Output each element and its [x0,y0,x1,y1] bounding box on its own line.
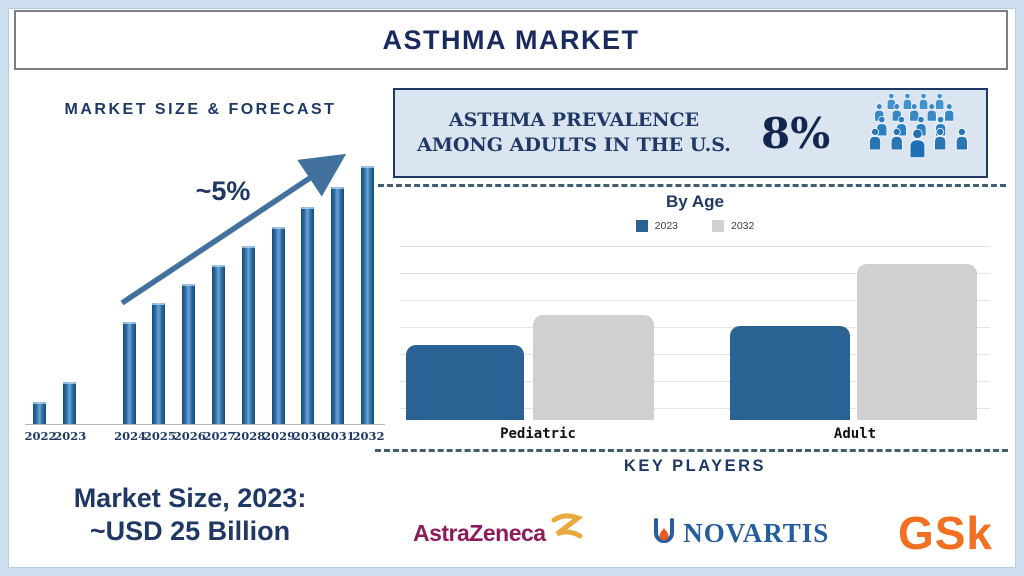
forecast-bar-2022 [33,402,46,424]
title-banner: ASTHMA MARKET [14,10,1008,70]
year-tick-label: 2024 [114,429,147,443]
footnote-line-1: Market Size, 2023: [73,483,307,513]
x-axis-line [25,424,385,425]
forecast-bar-2024 [122,322,136,424]
dashed-divider-bottom [375,449,1008,452]
novartis-wordmark: NOVARTIS [683,517,830,548]
gsk-wordmark: GSk [897,507,993,559]
gridline [400,408,990,409]
by-age-chart [400,240,990,420]
category-label-adult: Adult [833,426,877,442]
year-tick-label: 2028 [233,429,266,443]
novartis-logo: NOVARTIS [651,516,829,550]
forecast-bar-2023 [62,381,76,424]
legend-item-2032: 2032 [712,220,754,232]
year-tick-label: 2031 [322,429,355,443]
key-players-logos: AstraZeneca NOVARTIS GSk [403,500,1003,566]
prevalence-heading: ASTHMA PREVALENCE AMONG ADULTS IN THE U.… [417,109,731,156]
category-label-pediatric: Pediatric [500,426,576,442]
astrazeneca-logo: AstraZeneca [413,513,583,550]
astrazeneca-molecule-icon [551,513,583,539]
forecast-bar-2027 [212,265,225,424]
year-tick-label: 2029 [263,429,296,443]
gridline [400,246,990,247]
byage-bar-pediatric-2032 [533,315,654,420]
byage-bar-pediatric-2023 [406,345,524,420]
year-tick-label: 2026 [173,429,206,443]
gridline [400,300,990,301]
legend-label-2032: 2032 [731,220,755,232]
forecast-bar-2028 [241,245,255,424]
forecast-bar-2029 [271,226,285,424]
forecast-bar-2031 [331,186,345,424]
footnote-line-2: ~USD 25 Billion [89,515,291,546]
dashed-divider-top [378,184,1006,187]
year-tick-label: 2030 [292,429,325,443]
year-tick-label: 2032 [352,429,385,443]
legend-label-2023: 2023 [654,220,678,232]
prevalence-callout: ASTHMA PREVALENCE AMONG ADULTS IN THE U.… [393,88,988,178]
gridline [400,327,990,328]
forecast-bar-2032 [361,166,374,424]
market-chart-title: MARKET SIZE & FORECAST [64,101,337,118]
legend-swatch-2023 [635,220,648,232]
forecast-bar-2026 [182,283,196,424]
legend-item-2023: 2023 [635,220,678,232]
key-players-heading: KEY PLAYERS [623,457,767,475]
market-size-footnote: Market Size, 2023: ~USD 25 Billion [25,482,355,548]
growth-rate-label: ~5% [195,176,251,206]
forecast-bar-2025 [152,303,166,424]
astrazeneca-wordmark: AstraZeneca [413,519,546,546]
novartis-flame-icon [654,518,675,543]
gridline [400,354,990,355]
year-tick-label: 2023 [54,429,87,443]
year-tick-label: 2025 [143,429,176,443]
year-tick-label: 2022 [24,429,57,443]
forecast-bar-2030 [301,207,315,424]
year-tick-label: 2027 [203,429,236,443]
gridline [400,381,990,382]
gsk-logo: GSk [898,506,993,560]
gridline [400,273,990,274]
by-age-legend: 2023 2032 [400,220,990,232]
page-title: ASTHMA MARKET [382,24,640,55]
by-age-chart-title: By Age [666,192,724,211]
byage-bar-adult-2023 [730,326,850,420]
byage-bar-adult-2032 [857,264,977,420]
crowd-icon [868,92,969,159]
legend-swatch-2032 [712,220,724,232]
prevalence-value: 8% [761,108,831,158]
